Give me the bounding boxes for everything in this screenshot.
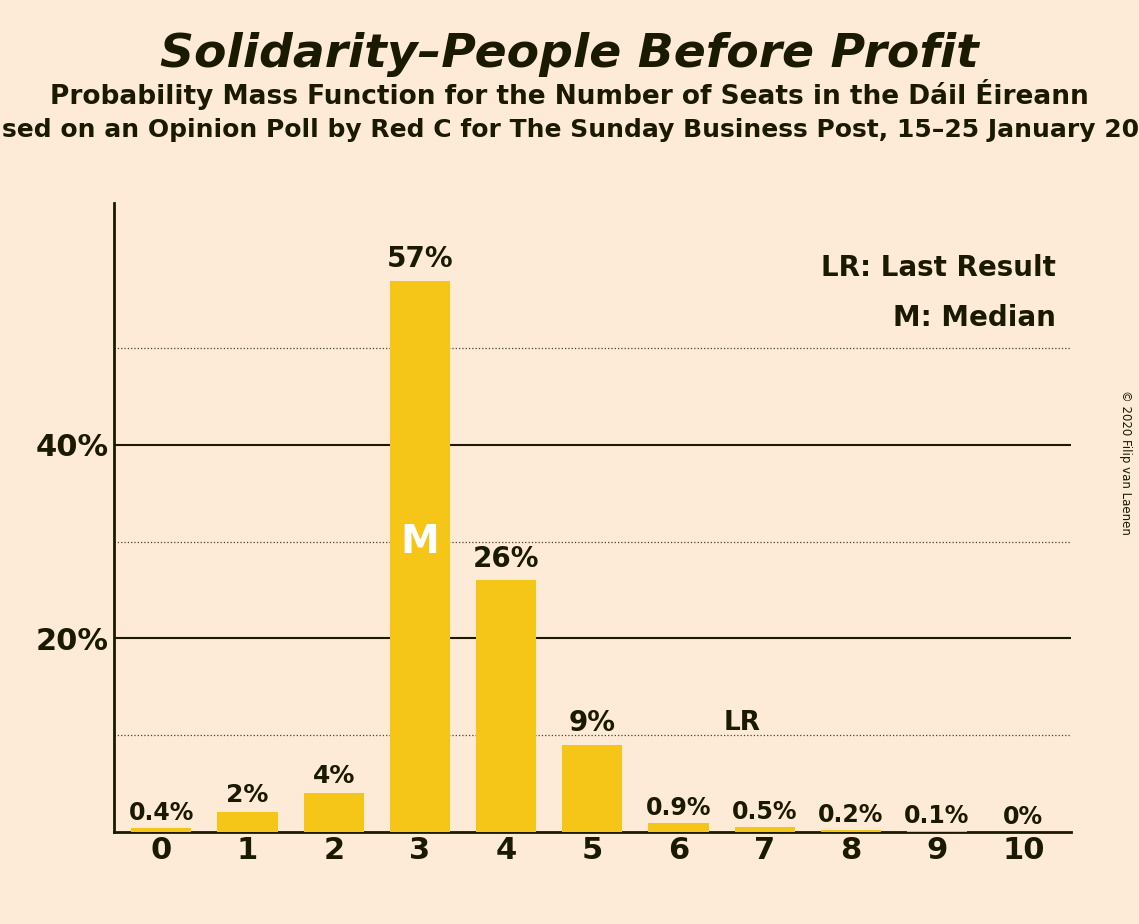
Text: 9%: 9% [568, 709, 616, 736]
Text: 0%: 0% [1003, 805, 1043, 829]
Text: 57%: 57% [386, 245, 453, 273]
Text: LR: LR [723, 711, 761, 736]
Bar [303, 793, 363, 832]
Text: 2%: 2% [227, 784, 269, 808]
Text: Probability Mass Function for the Number of Seats in the Dáil Éireann: Probability Mass Function for the Number… [50, 79, 1089, 110]
Text: M: Median: M: Median [893, 304, 1056, 332]
Text: M: M [401, 523, 440, 561]
Bar [476, 580, 536, 832]
Text: 26%: 26% [473, 544, 540, 573]
Bar [218, 812, 278, 832]
Bar [648, 823, 708, 832]
Text: 0.4%: 0.4% [129, 801, 194, 825]
Text: 0.5%: 0.5% [732, 800, 797, 824]
Text: 0.9%: 0.9% [646, 796, 711, 820]
Text: 0.1%: 0.1% [904, 804, 969, 828]
Bar [735, 827, 795, 832]
Text: 0.2%: 0.2% [818, 803, 884, 827]
Text: LR: Last Result: LR: Last Result [821, 253, 1056, 282]
Text: 4%: 4% [312, 764, 355, 788]
Bar [131, 828, 191, 832]
Text: © 2020 Filip van Laenen: © 2020 Filip van Laenen [1118, 390, 1132, 534]
Bar [907, 831, 967, 832]
Bar [390, 281, 450, 832]
Text: Based on an Opinion Poll by Red C for The Sunday Business Post, 15–25 January 20: Based on an Opinion Poll by Red C for Th… [0, 118, 1139, 142]
Bar [821, 830, 882, 832]
Bar [563, 745, 622, 832]
Text: Solidarity–People Before Profit: Solidarity–People Before Profit [161, 32, 978, 78]
